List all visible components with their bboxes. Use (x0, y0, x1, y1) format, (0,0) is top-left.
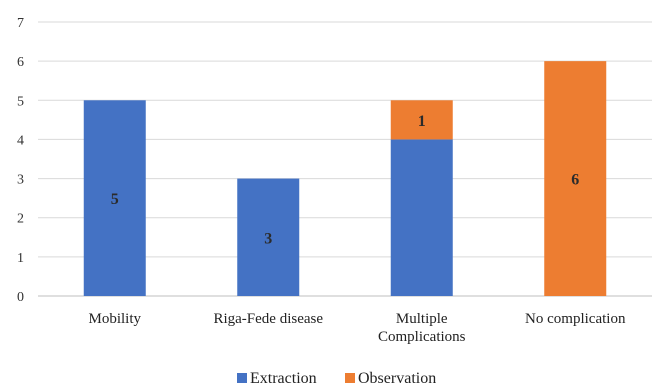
bar-observation-2 (390, 100, 453, 140)
data-label: 6 (571, 172, 579, 189)
legend: Extraction Observation (237, 370, 436, 387)
bar-extraction-1 (237, 178, 300, 296)
y-tick-label: 0 (17, 290, 24, 305)
legend-swatch-extraction (237, 373, 247, 383)
x-category-label: Complications (378, 329, 466, 345)
y-tick-label: 1 (17, 251, 24, 266)
x-category-label: Mobility (88, 311, 141, 327)
legend-swatch-observation (345, 373, 355, 383)
data-label: 3 (264, 230, 272, 247)
y-tick-label: 3 (17, 173, 24, 188)
x-axis-categories: Mobility Riga-Fede disease Multiple Complic… (88, 311, 625, 345)
bar-extraction-2 (390, 139, 453, 296)
bars (83, 61, 607, 297)
x-category-label: Multiple (396, 311, 448, 327)
y-tick-label: 5 (17, 94, 24, 109)
data-labels: 5 3 1 6 (111, 113, 580, 247)
y-tick-label: 4 (17, 133, 24, 148)
y-axis-ticks: 0 1 2 3 4 5 6 7 (17, 16, 24, 305)
legend-label-extraction: Extraction (250, 370, 317, 387)
data-label: 1 (418, 113, 426, 130)
y-tick-label: 7 (17, 16, 24, 31)
legend-label-observation: Observation (358, 370, 436, 387)
y-tick-label: 6 (17, 55, 24, 70)
data-label: 5 (111, 191, 119, 208)
bar-extraction-0 (83, 100, 146, 297)
x-category-label: Riga-Fede disease (213, 311, 323, 327)
bar-observation-3 (544, 61, 607, 297)
x-category-label: No complication (525, 311, 626, 327)
y-tick-label: 2 (17, 212, 24, 227)
